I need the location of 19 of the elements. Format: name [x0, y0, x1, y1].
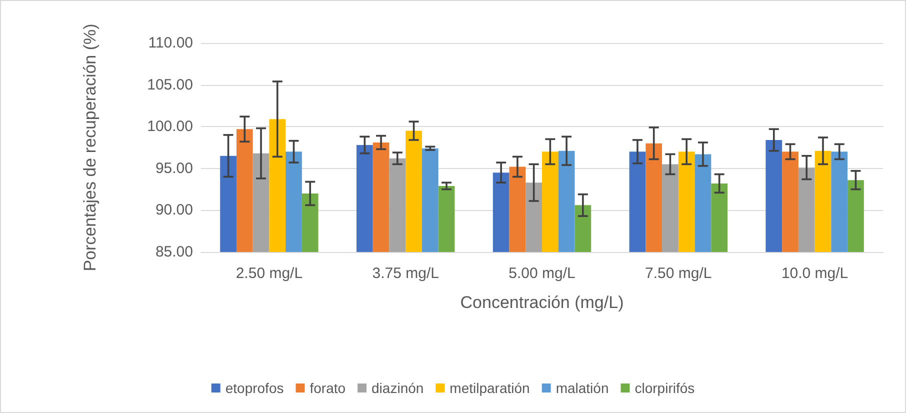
x-axis-title: Concentración (mg/L): [460, 293, 624, 312]
y-tick-label: 90.00: [155, 202, 193, 219]
x-tick-label: 10.0 mg/L: [781, 265, 848, 282]
legend-label: malatión: [556, 380, 609, 396]
y-tick-label: 110.00: [148, 34, 193, 52]
legend-label: diazinón: [372, 380, 424, 396]
legend-label: etoprofos: [225, 380, 284, 396]
legend-label: metilparatión: [450, 380, 530, 396]
x-tick-label: 7.50 mg/L: [645, 265, 712, 282]
legend-label: clorpirifós: [634, 380, 695, 396]
y-tick-label: 100.00: [147, 118, 193, 136]
y-tick-label: 95.00: [155, 160, 193, 177]
y-tick-label: 85.00: [155, 244, 193, 260]
x-tick-label: 3.75 mg/L: [372, 265, 439, 282]
legend-label: forato: [310, 380, 346, 396]
y-axis-title: Porcentajes de recuperación (%): [80, 24, 100, 272]
y-tick-label: 105.00: [147, 76, 193, 94]
x-tick-label: 2.50 mg/L: [236, 265, 303, 282]
x-tick-label: 5.00 mg/L: [508, 265, 576, 282]
